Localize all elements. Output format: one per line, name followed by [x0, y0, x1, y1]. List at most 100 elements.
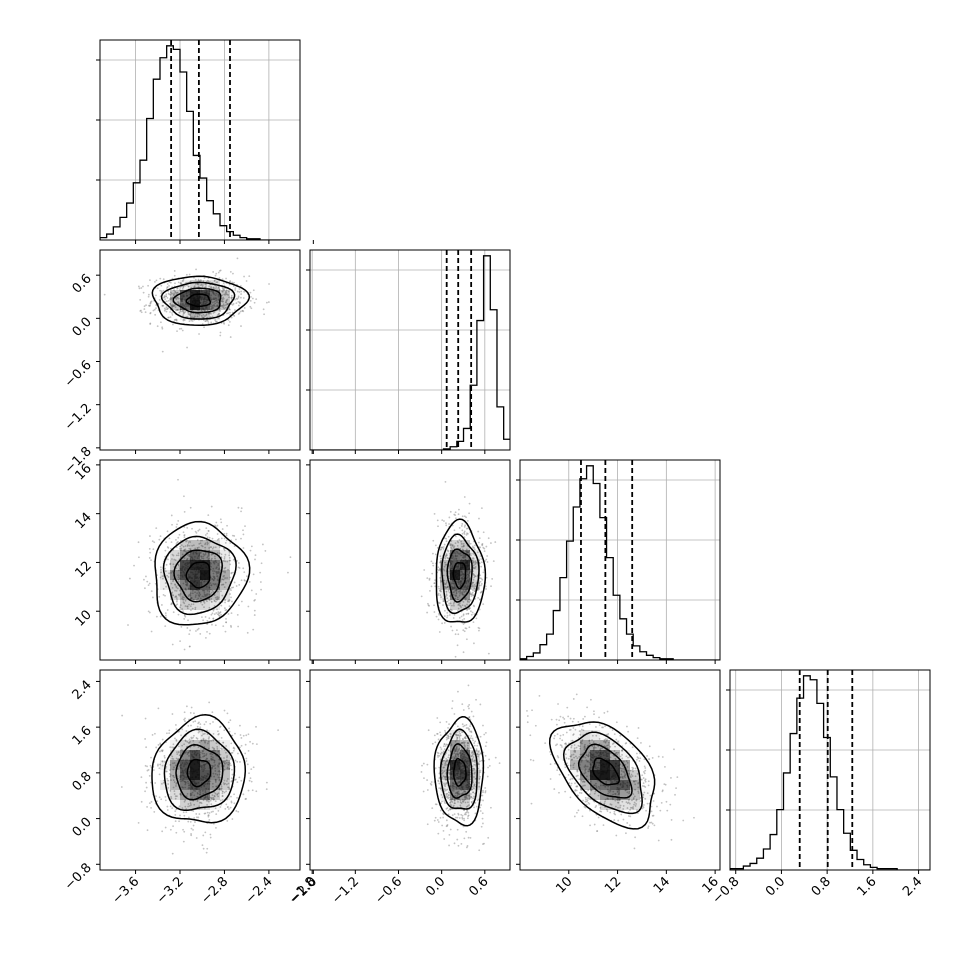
scatter-point [228, 324, 230, 326]
y-tick-label: 12 [73, 559, 95, 581]
scatter-point [164, 625, 166, 627]
panel-frame [520, 460, 720, 660]
scatter-point [444, 730, 446, 732]
scatter-point [215, 624, 217, 626]
scatter-point [433, 611, 435, 613]
scatter-point [256, 743, 258, 745]
scatter-point [427, 823, 429, 825]
scatter-point [149, 802, 151, 804]
scatter-point [439, 721, 441, 723]
scatter-point [452, 630, 454, 632]
scatter-point [557, 703, 559, 705]
scatter-point [457, 633, 459, 635]
scatter-point [228, 721, 230, 723]
x-tick-label: −3.6 [109, 874, 142, 907]
scatter-point [206, 852, 208, 854]
scatter-point [423, 791, 425, 793]
scatter-point [426, 577, 428, 579]
density-panel [520, 670, 720, 870]
scatter-point [255, 790, 257, 792]
scatter-point [150, 807, 152, 809]
scatter-point [144, 305, 146, 307]
scatter-point [143, 292, 145, 294]
scatter-point [145, 311, 147, 313]
scatter-point [468, 685, 470, 687]
scatter-point [206, 848, 208, 850]
scatter-point [148, 769, 150, 771]
scatter-point [138, 541, 140, 543]
y-tick-label: −0.8 [62, 861, 95, 894]
scatter-point [149, 303, 151, 305]
scatter-point [219, 335, 221, 337]
scatter-point [247, 632, 249, 634]
scatter-point [246, 760, 248, 762]
scatter-point [208, 702, 210, 704]
scatter-point [161, 326, 163, 328]
scatter-point [463, 709, 465, 711]
scatter-point [206, 631, 208, 633]
scatter-point [226, 820, 228, 822]
scatter-point [198, 333, 200, 335]
scatter-point [431, 561, 433, 563]
scatter-point [436, 733, 438, 735]
scatter-point [431, 585, 433, 587]
scatter-point [152, 540, 154, 542]
scatter-point [483, 843, 485, 845]
scatter-point [486, 741, 488, 743]
scatter-point [440, 810, 442, 812]
marginal-histogram-panel [96, 40, 300, 240]
scatter-point [266, 788, 268, 790]
scatter-point [155, 747, 157, 749]
scatter-point [189, 630, 191, 632]
scatter-point [148, 584, 150, 586]
scatter-point [253, 766, 255, 768]
scatter-point [484, 550, 486, 552]
scatter-point [430, 783, 432, 785]
scatter-point [245, 758, 247, 760]
scatter-point [483, 548, 485, 550]
scatter-point [428, 605, 430, 607]
panel-frame [310, 250, 510, 450]
scatter-point [533, 760, 535, 762]
scatter-point [250, 307, 252, 309]
scatter-point [423, 569, 425, 571]
scatter-point [255, 554, 257, 556]
scatter-point [260, 589, 262, 591]
scatter-point [254, 302, 256, 304]
x-tick-label: 0.0 [423, 874, 448, 899]
scatter-point [488, 537, 490, 539]
scatter-point [428, 729, 430, 731]
scatter-point [448, 845, 450, 847]
y-tick-label: 0.6 [70, 271, 95, 296]
scatter-point [250, 777, 252, 779]
scatter-point [248, 733, 250, 735]
scatter-point [176, 523, 178, 525]
scatter-point [153, 811, 155, 813]
scatter-point [162, 739, 164, 741]
scatter-point [456, 629, 458, 631]
scatter-point [146, 806, 148, 808]
scatter-point [482, 790, 484, 792]
scatter-point [175, 724, 177, 726]
scatter-point [149, 323, 151, 325]
scatter-point [480, 736, 482, 738]
scatter-point [421, 765, 423, 767]
scatter-point [220, 518, 222, 520]
scatter-point [232, 535, 234, 537]
scatter-point [156, 279, 158, 281]
scatter-point [432, 743, 434, 745]
scatter-point [249, 741, 251, 743]
scatter-point [211, 711, 213, 713]
scatter-point [433, 604, 435, 606]
scatter-point [244, 307, 246, 309]
scatter-point [152, 597, 154, 599]
density-panel [100, 670, 300, 870]
scatter-point [426, 764, 428, 766]
scatter-point [229, 719, 231, 721]
scatter-point [152, 734, 154, 736]
scatter-point [250, 296, 252, 298]
scatter-point [452, 700, 454, 702]
scatter-point [491, 578, 493, 580]
scatter-point [149, 535, 151, 537]
scatter-point [226, 525, 228, 527]
